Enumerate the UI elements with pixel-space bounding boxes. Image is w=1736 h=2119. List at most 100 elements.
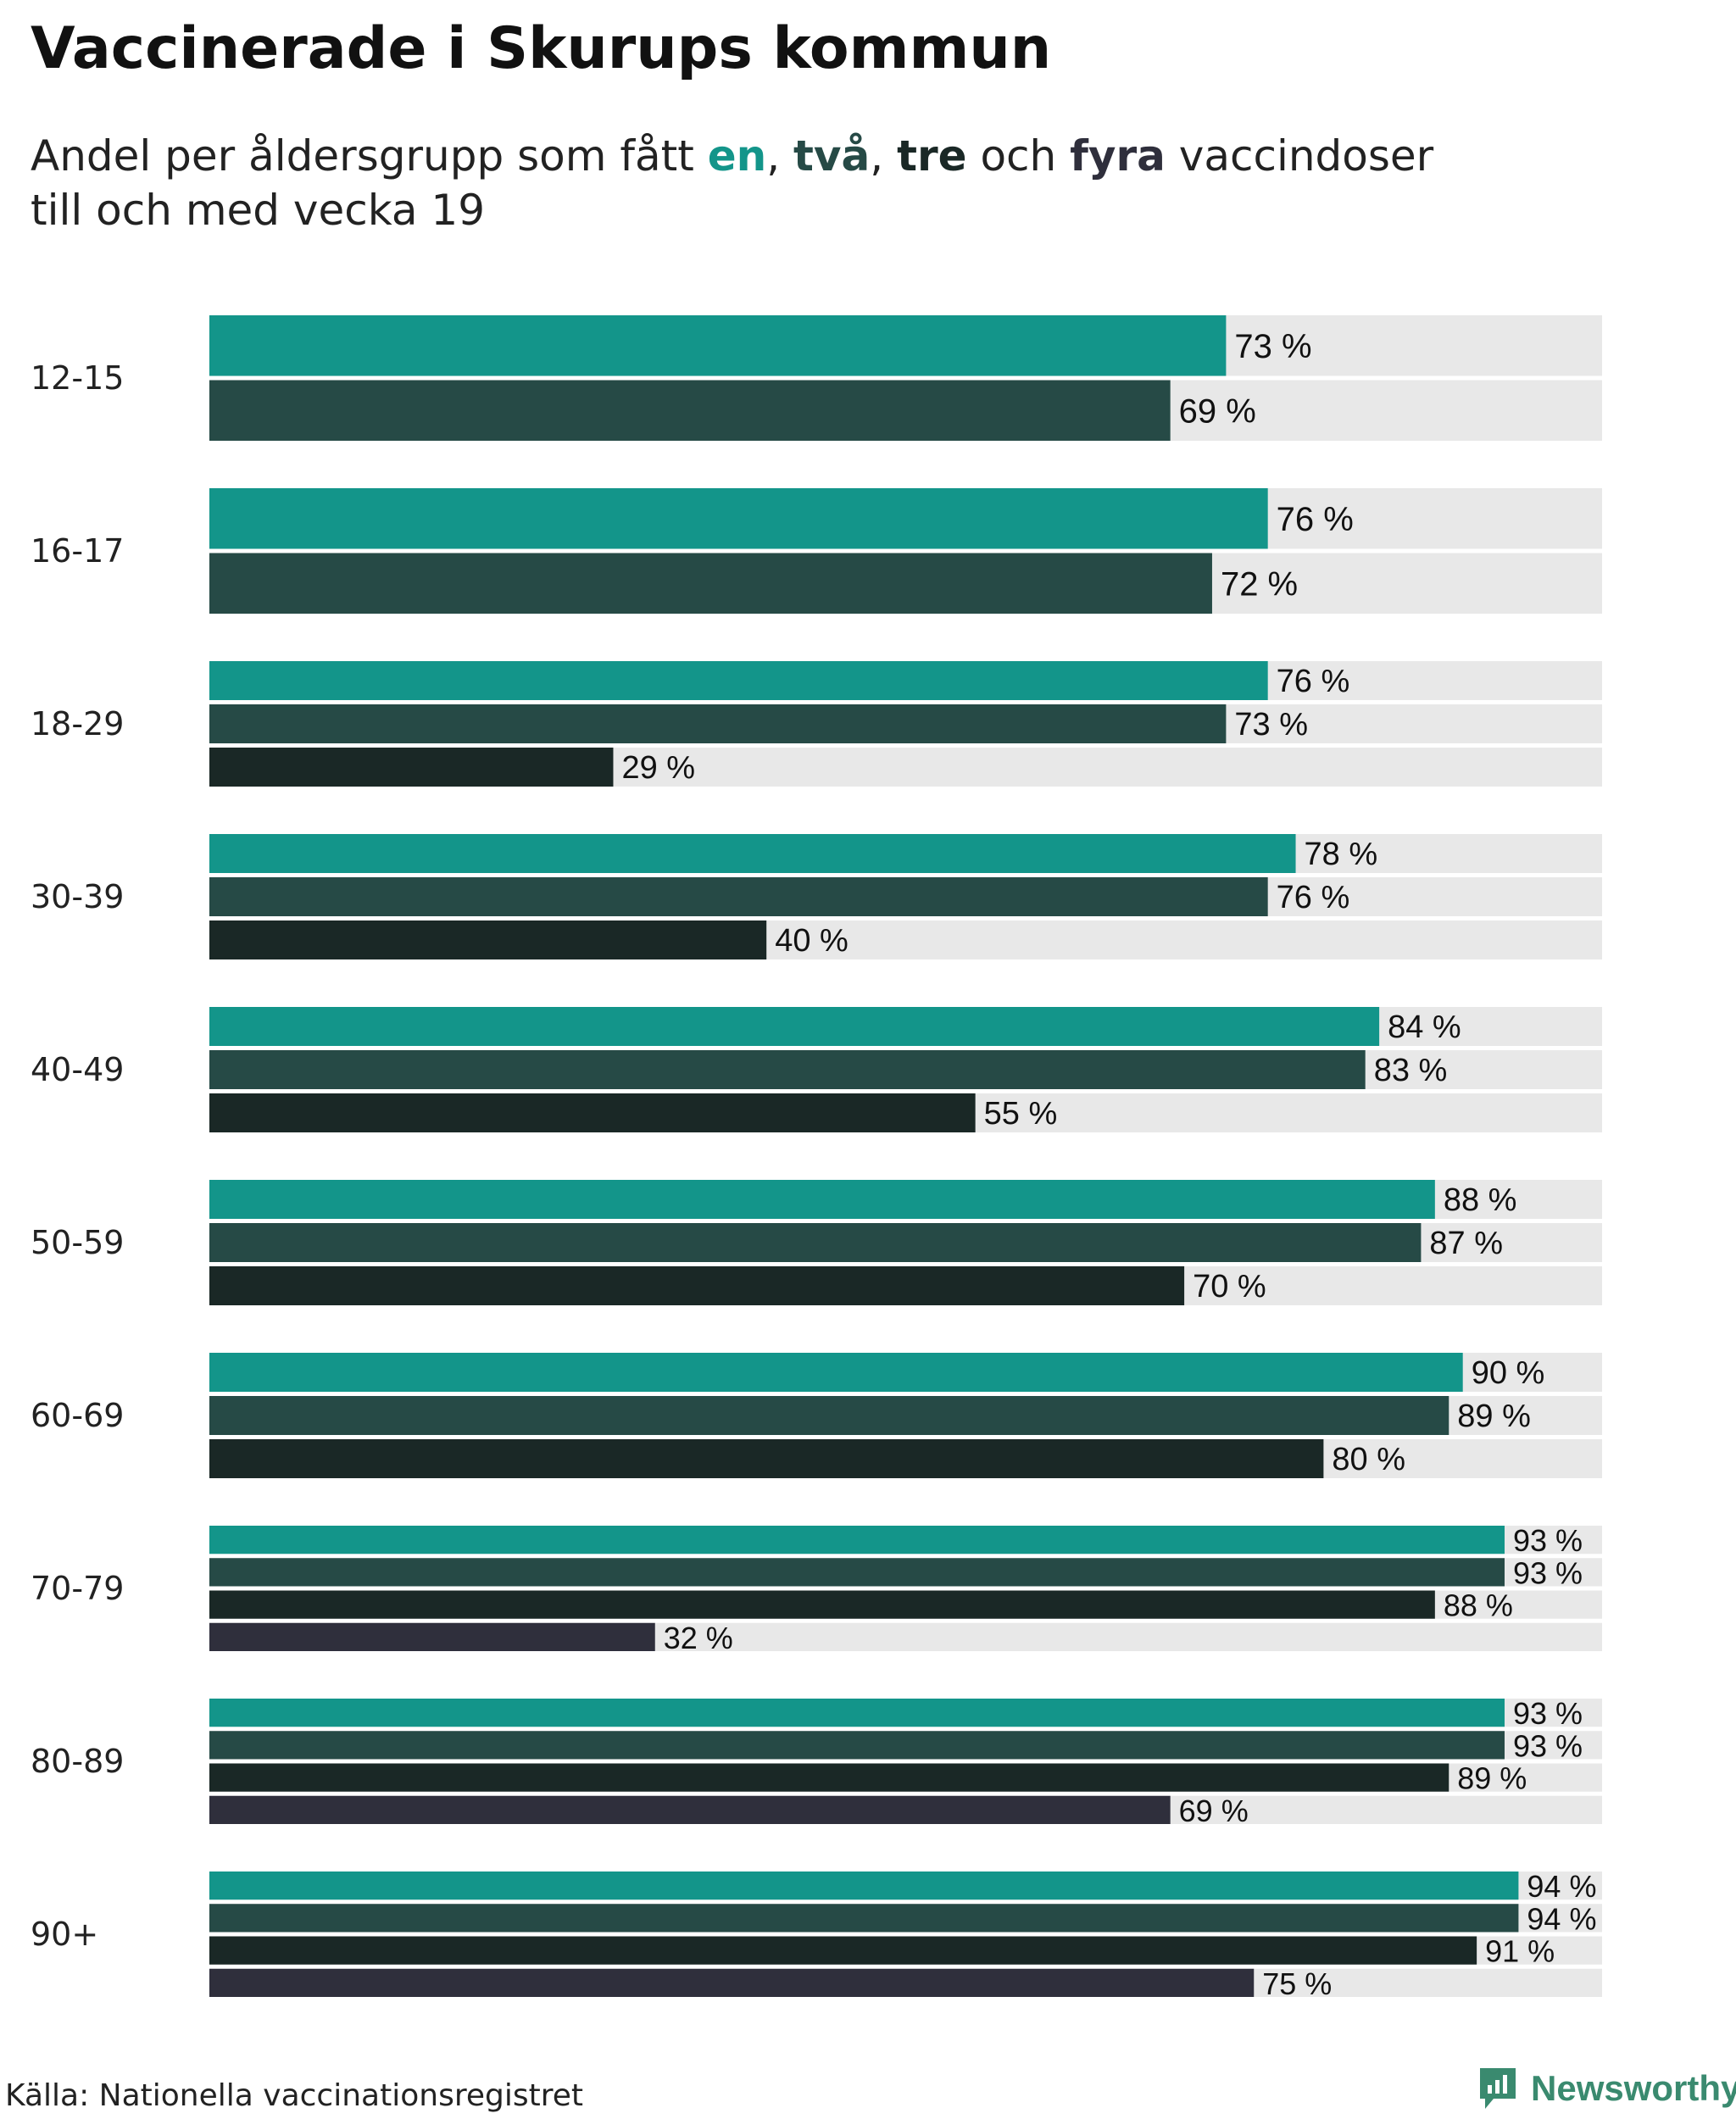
- bar-en: [209, 1872, 1519, 1900]
- bar-chart: 12-15 73 % 69 % 16-17 76 % 72 % 18-29 76 % 73 % 2…: [31, 315, 1602, 2001]
- data-label: 69 %: [1179, 1794, 1249, 1828]
- subtitle-separator: och: [966, 131, 1071, 181]
- bar-tre: [209, 1266, 1185, 1305]
- subtitle-line-1: Andel per åldersgrupp som fått en, två, …: [31, 129, 1641, 183]
- newsworthy-logo-icon: [1480, 2068, 1516, 2109]
- category-label: 30-39: [31, 878, 124, 915]
- category-label: 18-29: [31, 705, 124, 742]
- bar-en: [209, 834, 1296, 873]
- data-label: 72 %: [1221, 565, 1298, 603]
- bar-tre: [209, 1590, 1435, 1619]
- bar-en: [209, 1526, 1505, 1554]
- subtitle-prefix: Andel per åldersgrupp som fått: [31, 131, 708, 181]
- bar-group-50-59: 50-59 88 % 87 % 70 %: [31, 1180, 1602, 1305]
- data-label: 73 %: [1234, 328, 1311, 365]
- data-label: 76 %: [1277, 501, 1354, 538]
- legend-word-four-doses: fyra: [1070, 131, 1166, 181]
- data-label: 91 %: [1485, 1934, 1555, 1969]
- data-label: 93 %: [1513, 1728, 1583, 1763]
- bar-en: [209, 488, 1268, 549]
- bar-en: [209, 661, 1268, 700]
- bar-en: [209, 1699, 1505, 1727]
- category-label: 12-15: [31, 359, 124, 397]
- legend-word-three-doses: tre: [897, 131, 967, 181]
- bar-två: [209, 1223, 1422, 1262]
- data-label: 87 %: [1429, 1226, 1503, 1261]
- bar-två: [209, 877, 1268, 916]
- data-label: 89 %: [1457, 1761, 1527, 1796]
- bar-group-90+: 90+94 %94 %91 %75 %: [31, 1869, 1602, 2001]
- subtitle-line-2: till och med vecka 19: [31, 186, 486, 235]
- data-label: 90 %: [1472, 1355, 1545, 1391]
- chart-title: Vaccinerade i Skurups kommun: [31, 15, 1052, 82]
- category-label: 16-17: [31, 532, 124, 570]
- data-label: 89 %: [1457, 1399, 1531, 1434]
- bar-en: [209, 1180, 1435, 1219]
- legend-word-two-doses: två: [793, 131, 871, 181]
- data-label: 75 %: [1262, 1966, 1332, 2001]
- subtitle-suffix: vaccindoser: [1165, 131, 1434, 181]
- data-label: 93 %: [1513, 1696, 1583, 1731]
- data-label: 93 %: [1513, 1523, 1583, 1558]
- bar-group-16-17: 16-17 76 % 72 %: [31, 488, 1602, 614]
- category-label: 70-79: [31, 1570, 124, 1607]
- bar-två: [209, 1050, 1366, 1089]
- bar-tre: [209, 1439, 1324, 1478]
- bar-group-40-49: 40-49 84 % 83 % 55 %: [31, 1007, 1602, 1132]
- data-label: 93 %: [1513, 1555, 1583, 1590]
- data-label: 78 %: [1305, 837, 1378, 872]
- data-label: 83 %: [1374, 1053, 1448, 1088]
- bar-två: [209, 1904, 1519, 1933]
- bar-en: [209, 315, 1227, 376]
- data-label: 69 %: [1179, 392, 1256, 430]
- data-label: 88 %: [1444, 1182, 1517, 1218]
- category-label: 60-69: [31, 1397, 124, 1434]
- bar-group-18-29: 18-29 76 % 73 % 29 %: [31, 661, 1602, 787]
- brand-logo: Newsworthy: [1477, 2065, 1736, 2112]
- category-label: 40-49: [31, 1051, 124, 1088]
- bar-två: [209, 1396, 1449, 1435]
- data-label: 70 %: [1193, 1269, 1266, 1304]
- bar-tre: [209, 748, 614, 787]
- data-label: 94 %: [1527, 1869, 1596, 1904]
- category-label: 50-59: [31, 1224, 124, 1261]
- data-label: 29 %: [621, 750, 695, 786]
- data-label: 32 %: [664, 1621, 733, 1655]
- data-label: 55 %: [984, 1096, 1058, 1132]
- bar-group-12-15: 12-15 73 % 69 %: [31, 315, 1602, 441]
- bar-group-60-69: 60-69 90 % 89 % 80 %: [31, 1353, 1602, 1478]
- bar-två: [209, 1731, 1505, 1760]
- data-label: 40 %: [775, 923, 849, 959]
- bar-två: [209, 380, 1171, 441]
- bar-en: [209, 1353, 1463, 1392]
- bar-två: [209, 1558, 1505, 1587]
- bar-två: [209, 553, 1212, 614]
- data-label: 76 %: [1277, 880, 1350, 915]
- category-label: 80-89: [31, 1743, 124, 1780]
- bar-tre: [209, 920, 767, 959]
- data-label: 88 %: [1444, 1588, 1513, 1623]
- bar-group-30-39: 30-39 78 % 76 % 40 %: [31, 834, 1602, 959]
- subtitle-separator: ,: [870, 131, 898, 181]
- data-label: 94 %: [1527, 1901, 1596, 1936]
- bar-fyra: [209, 1622, 655, 1651]
- bar-tre: [209, 1936, 1477, 1965]
- data-label: 73 %: [1234, 707, 1308, 742]
- bar-tre: [209, 1093, 976, 1132]
- brand-name: Newsworthy: [1531, 2068, 1736, 2108]
- bar-fyra: [209, 1968, 1255, 1997]
- category-label: 90+: [31, 1916, 98, 1953]
- bar-fyra: [209, 1795, 1171, 1824]
- chart-subtitle: Andel per åldersgrupp som fått en, två, …: [31, 129, 1641, 237]
- data-label: 84 %: [1388, 1009, 1461, 1045]
- subtitle-separator: ,: [766, 131, 794, 181]
- data-label: 76 %: [1277, 664, 1350, 699]
- bar-en: [209, 1007, 1380, 1046]
- data-label: 80 %: [1332, 1442, 1405, 1477]
- source-note: Källa: Nationella vaccinationsregistret: [5, 2078, 583, 2113]
- bar-två: [209, 704, 1227, 743]
- bar-group-70-79: 70-79 93 %93 %88 % 32 %: [31, 1523, 1602, 1655]
- bar-tre: [209, 1763, 1449, 1792]
- legend-word-one-dose: en: [707, 131, 767, 181]
